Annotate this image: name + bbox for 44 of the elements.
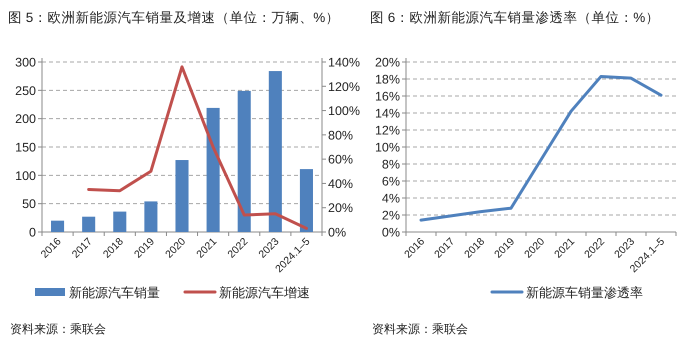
- y-tick-label: 14%: [374, 106, 400, 120]
- y2-tick-label: 20%: [328, 201, 354, 216]
- y-tick-label: 16%: [374, 90, 400, 104]
- chart-title: 图 6：欧洲新能源汽车销量渗透率（单位：%）: [370, 10, 660, 25]
- legend-label: 新能源汽车增速: [219, 285, 310, 300]
- line-series: [87, 65, 308, 230]
- bar: [82, 216, 96, 232]
- bar: [144, 201, 158, 232]
- y2-tick-label: 140%: [328, 56, 360, 70]
- bar: [238, 90, 251, 232]
- y-tick-label: 18%: [374, 72, 400, 86]
- y2-tick-label: 80%: [328, 128, 354, 142]
- text: 资料来源：乘联会: [10, 322, 106, 336]
- y-tick-label: 8%: [382, 158, 400, 172]
- bar: [175, 160, 189, 232]
- y-tick-label: 10%: [374, 140, 400, 154]
- y-tick-label: 200: [15, 112, 36, 126]
- legend-label: 新能源汽车销量: [69, 285, 160, 300]
- y-tick-label: 12%: [374, 124, 400, 138]
- y2-tick-label: 100%: [328, 104, 360, 118]
- bar: [300, 169, 313, 232]
- y-tick-label: 20%: [374, 56, 400, 70]
- y-tick-label: 0: [29, 226, 36, 240]
- line-series: [420, 74, 662, 222]
- y2-tick-label: 0%: [328, 226, 346, 240]
- bar: [206, 108, 220, 232]
- y-tick-label: 6%: [382, 174, 400, 188]
- bar: [113, 212, 126, 232]
- y2-tick-label: 120%: [328, 80, 360, 94]
- y-tick-label: 300: [15, 56, 36, 70]
- y-tick-label: 2%: [382, 208, 400, 222]
- chart-title: 图 5：欧洲新能源汽车销量及增速（单位：万辆、%）: [8, 10, 340, 25]
- y-tick-label: 150: [15, 140, 36, 154]
- y-tick-label: 50: [22, 197, 36, 212]
- bar: [268, 71, 282, 232]
- bar: [51, 220, 64, 232]
- y-tick-label: 250: [15, 84, 36, 98]
- y-tick-label: 100: [15, 168, 36, 183]
- y2-tick-label: 60%: [328, 152, 354, 167]
- y-tick-label: 0%: [382, 226, 400, 240]
- text: 资料来源：乘联会: [372, 322, 468, 336]
- y2-tick-label: 40%: [328, 176, 354, 191]
- legend-label: 新能源车销量渗透率: [526, 285, 643, 300]
- y-tick-label: 4%: [382, 192, 400, 206]
